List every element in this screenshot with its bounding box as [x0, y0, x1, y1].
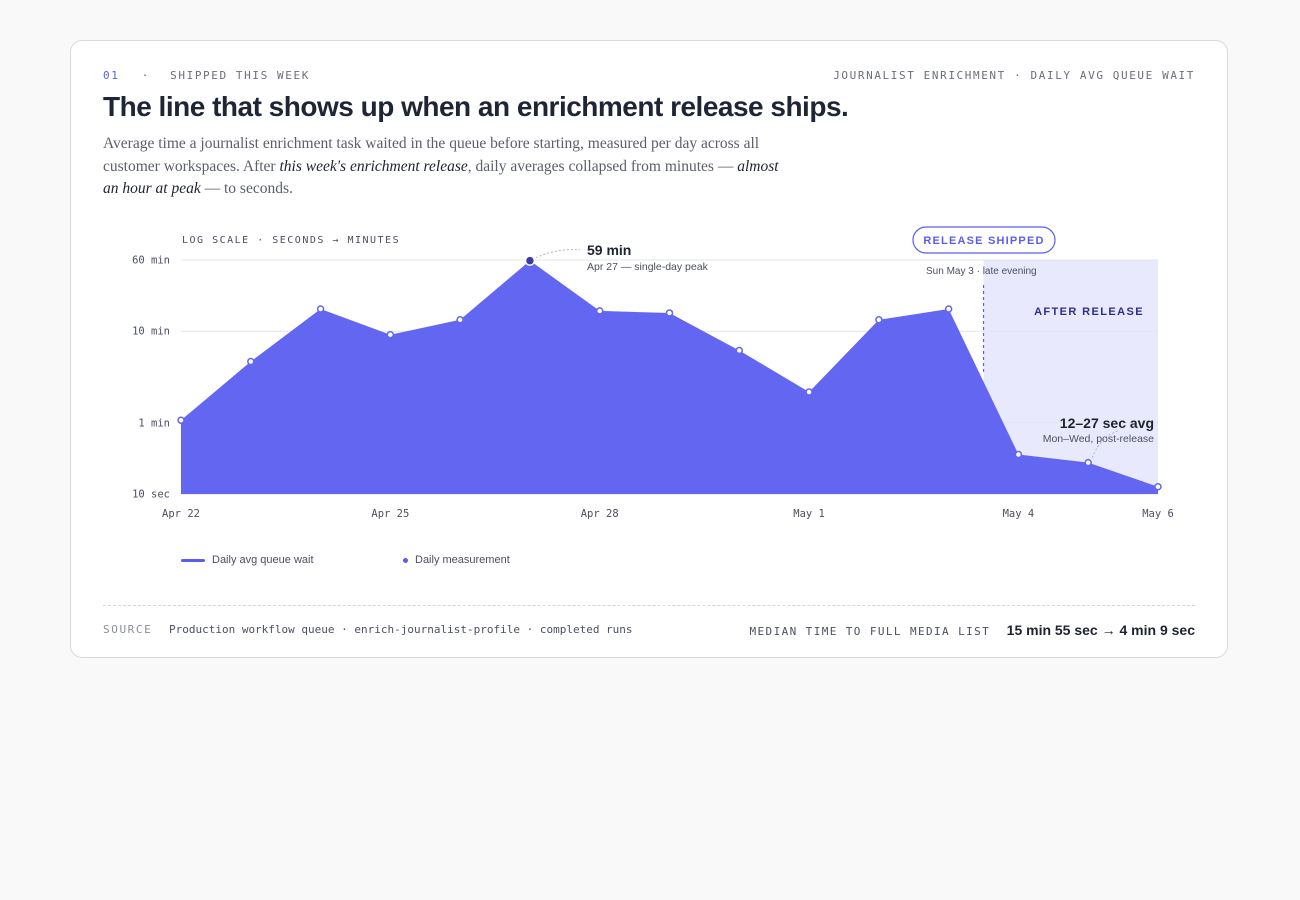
median-stat: MEDIAN TIME TO FULL MEDIA LIST 15 min 55…: [750, 622, 1195, 640]
data-point: [944, 305, 953, 313]
x-tick-label: Apr 25: [371, 508, 409, 520]
eyebrow-label: SHIPPED THIS WEEK: [170, 69, 310, 82]
legend-line-swatch: [181, 558, 205, 562]
x-tick-label: May 6: [1142, 508, 1174, 520]
chart-description: Average time a journalist enrichment tas…: [103, 133, 793, 201]
data-point: [735, 346, 744, 355]
data-point: [386, 330, 395, 339]
after-release-label: AFTER RELEASE: [1034, 306, 1144, 318]
data-point: [1084, 458, 1092, 467]
peak-point: [524, 255, 536, 266]
post-leader: [1091, 430, 1119, 458]
release-badge-label: RELEASE SHIPPED: [923, 235, 1044, 247]
x-axis: Apr 22 Apr 25 Apr 28 May 1 May 4 May 6: [162, 508, 1174, 520]
page-title: The line that shows up when an enrichmen…: [103, 91, 849, 122]
x-tick-label: May 4: [1003, 508, 1035, 520]
release-badge: [912, 226, 1056, 254]
data-point: [665, 309, 674, 317]
footer-divider: [103, 605, 1195, 606]
y-axis: 10 sec 1 min 10 min 60 min: [132, 255, 170, 501]
source-line: SOURCE Production workflow queue · enric…: [103, 623, 633, 636]
median-label: MEDIAN TIME TO FULL MEDIA LIST: [749, 625, 991, 638]
legend-dot-swatch: [403, 557, 408, 563]
desc-part-1: Average time a journalist enrichment tas…: [103, 135, 760, 175]
y-tick-label: 1 min: [138, 417, 170, 429]
data-point: [595, 307, 604, 315]
data-point: [1014, 450, 1023, 459]
section-number: 01: [103, 69, 120, 82]
x-tick-label: Apr 28: [581, 508, 619, 520]
y-tick-label: 10 sec: [132, 489, 170, 501]
data-point: [177, 416, 185, 424]
scale-note: LOG SCALE · SECONDS → MINUTES: [182, 235, 400, 246]
data-point: [1154, 483, 1162, 491]
release-note: Sun May 3 · late evening: [926, 266, 1037, 277]
desc-part-3: — to seconds.: [200, 180, 293, 197]
chart-card: 01 · SHIPPED THIS WEEK JOURNALIST ENRICH…: [70, 40, 1228, 658]
desc-emphasis-1: this week's enrichment release: [279, 157, 468, 175]
eyebrow-separator: ·: [141, 69, 150, 82]
median-value: 15 min 55 sec → 4 min 9 sec: [1006, 622, 1195, 638]
data-point: [456, 316, 464, 324]
legend-dot-label: Daily measurement: [415, 554, 510, 566]
x-tick-label: May 1: [793, 508, 825, 520]
data-point: [316, 305, 325, 313]
x-tick-label: Apr 22: [162, 508, 200, 520]
desc-part-2: , daily averages collapsed from minutes …: [467, 157, 738, 175]
source-value: Production workflow queue · enrich-journ…: [168, 623, 633, 636]
data-point: [247, 357, 255, 366]
source-label: SOURCE: [103, 623, 153, 636]
peak-leader: [535, 249, 580, 259]
legend-item-line: Daily avg queue wait: [181, 554, 314, 566]
legend-item-dot: Daily measurement: [403, 554, 510, 566]
peak-note: Apr 27 — single-day peak: [587, 261, 709, 273]
queue-wait-area: [181, 260, 1158, 494]
data-point: [805, 388, 813, 396]
data-points: [177, 255, 1162, 491]
data-point: [875, 316, 883, 324]
y-tick-label: 10 min: [132, 326, 170, 338]
y-tick-label: 60 min: [132, 255, 170, 267]
peak-value: 59 min: [587, 242, 631, 258]
post-release-value: 12–27 sec avg: [1060, 415, 1154, 431]
eyebrow: 01 · SHIPPED THIS WEEK: [103, 69, 310, 82]
post-release-note: Mon–Wed, post-release: [1043, 433, 1154, 445]
chart-context: JOURNALIST ENRICHMENT · DAILY AVG QUEUE …: [833, 69, 1195, 82]
legend-line-label: Daily avg queue wait: [212, 554, 314, 566]
annotations: 59 min Apr 27 — single-day peak RELEASE SH…: [535, 226, 1154, 458]
area-layer: [181, 260, 1158, 494]
desc-emphasis-2: almost an hour at peak: [103, 157, 779, 198]
